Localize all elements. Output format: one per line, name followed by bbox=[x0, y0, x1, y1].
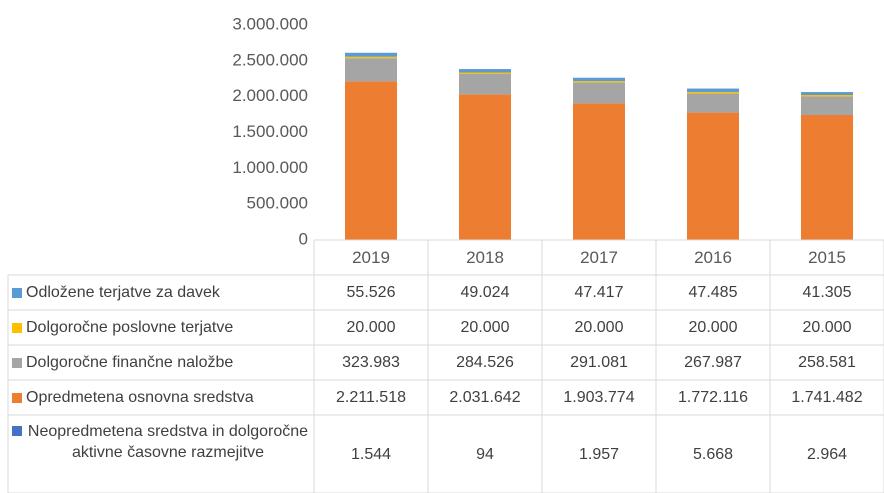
bar-segment bbox=[687, 91, 739, 94]
data-label: 55.526 bbox=[346, 284, 396, 301]
bar-segment bbox=[459, 74, 511, 95]
data-label: 1.957 bbox=[578, 445, 620, 463]
x-tick-label: 2016 bbox=[694, 248, 732, 267]
x-tick-label: 2018 bbox=[466, 248, 504, 267]
data-label: 1.741.482 bbox=[791, 389, 863, 406]
bar-segment bbox=[573, 82, 625, 104]
legend-entry: Dolgoročne finančne naložbe bbox=[8, 345, 314, 380]
data-label: 41.305 bbox=[802, 284, 852, 301]
legend-label: Dolgoročne finančne naložbe bbox=[26, 354, 234, 371]
bar-segment bbox=[459, 94, 511, 240]
bar-segment bbox=[801, 96, 853, 115]
legend-swatch bbox=[12, 357, 22, 368]
bar-segment bbox=[345, 56, 397, 59]
y-tick-label: 2.000.000 bbox=[232, 86, 308, 105]
data-label: 20.000 bbox=[460, 319, 510, 336]
x-tick-label: 2017 bbox=[580, 248, 618, 267]
data-label: 20.000 bbox=[574, 319, 624, 336]
x-tick-label: 2019 bbox=[352, 248, 390, 267]
data-label: 258.581 bbox=[798, 354, 856, 371]
legend-label: Opredmetena osnovna sredstva bbox=[26, 389, 254, 406]
data-label: 323.983 bbox=[342, 354, 400, 371]
bar-segment bbox=[345, 58, 397, 82]
bar-segment bbox=[801, 92, 853, 96]
data-label: 94 bbox=[476, 445, 494, 463]
bar-segment bbox=[459, 69, 511, 73]
data-label: 20.000 bbox=[346, 319, 396, 336]
bar-segment bbox=[573, 77, 625, 82]
bar-segment bbox=[687, 88, 739, 92]
y-tick-label: 2.500.000 bbox=[232, 50, 308, 69]
data-label: 2.964 bbox=[806, 445, 848, 463]
bar-segment bbox=[459, 72, 511, 75]
y-tick-label: 3.000.000 bbox=[232, 14, 308, 33]
x-tick-label: 2015 bbox=[808, 248, 846, 267]
bar-segment bbox=[345, 81, 397, 240]
data-label: 1.544 bbox=[350, 445, 392, 463]
data-label: 1.772.116 bbox=[678, 389, 748, 406]
y-tick-label: 500.000 bbox=[247, 194, 308, 213]
data-label: 291.081 bbox=[570, 354, 628, 371]
bar-segment bbox=[687, 112, 739, 240]
y-tick-label: 1.500.000 bbox=[232, 122, 308, 141]
data-label: 47.485 bbox=[688, 284, 738, 301]
data-label: 267.987 bbox=[684, 354, 742, 371]
legend-swatch bbox=[12, 392, 22, 403]
y-tick-label: 0 bbox=[299, 229, 308, 248]
data-label: 20.000 bbox=[802, 319, 852, 336]
legend-label: Neopredmetena sredstva in dolgoročne akt… bbox=[27, 423, 309, 461]
legend-entry: Odložene terjatve za davek bbox=[8, 275, 314, 310]
bar-segment bbox=[573, 81, 625, 83]
bar-segment bbox=[345, 52, 397, 57]
y-tick-label: 1.000.000 bbox=[232, 158, 308, 177]
bar-segment bbox=[801, 95, 853, 97]
bar-segment bbox=[801, 114, 853, 240]
legend-label: Odložene terjatve za davek bbox=[26, 284, 220, 301]
data-label: 2.031.642 bbox=[449, 389, 521, 406]
data-label: 5.668 bbox=[692, 445, 734, 463]
data-label: 2.211.518 bbox=[336, 389, 406, 406]
data-label: 20.000 bbox=[688, 319, 738, 336]
legend-entry: Opredmetena osnovna sredstva bbox=[8, 380, 314, 415]
bar-segment bbox=[573, 103, 625, 240]
legend-entry: Neopredmetena sredstva in dolgoročne akt… bbox=[8, 415, 314, 493]
legend-swatch bbox=[12, 322, 22, 333]
legend-swatch bbox=[12, 287, 22, 298]
data-label: 1.903.774 bbox=[563, 389, 635, 406]
legend-swatch bbox=[12, 426, 22, 436]
bar-segment bbox=[687, 93, 739, 113]
data-label: 284.526 bbox=[456, 354, 514, 371]
data-label: 47.417 bbox=[574, 284, 624, 301]
legend-label: Dolgoročne poslovne terjatve bbox=[26, 319, 234, 336]
data-label: 49.024 bbox=[460, 284, 510, 301]
legend-entry: Dolgoročne poslovne terjatve bbox=[8, 310, 314, 345]
